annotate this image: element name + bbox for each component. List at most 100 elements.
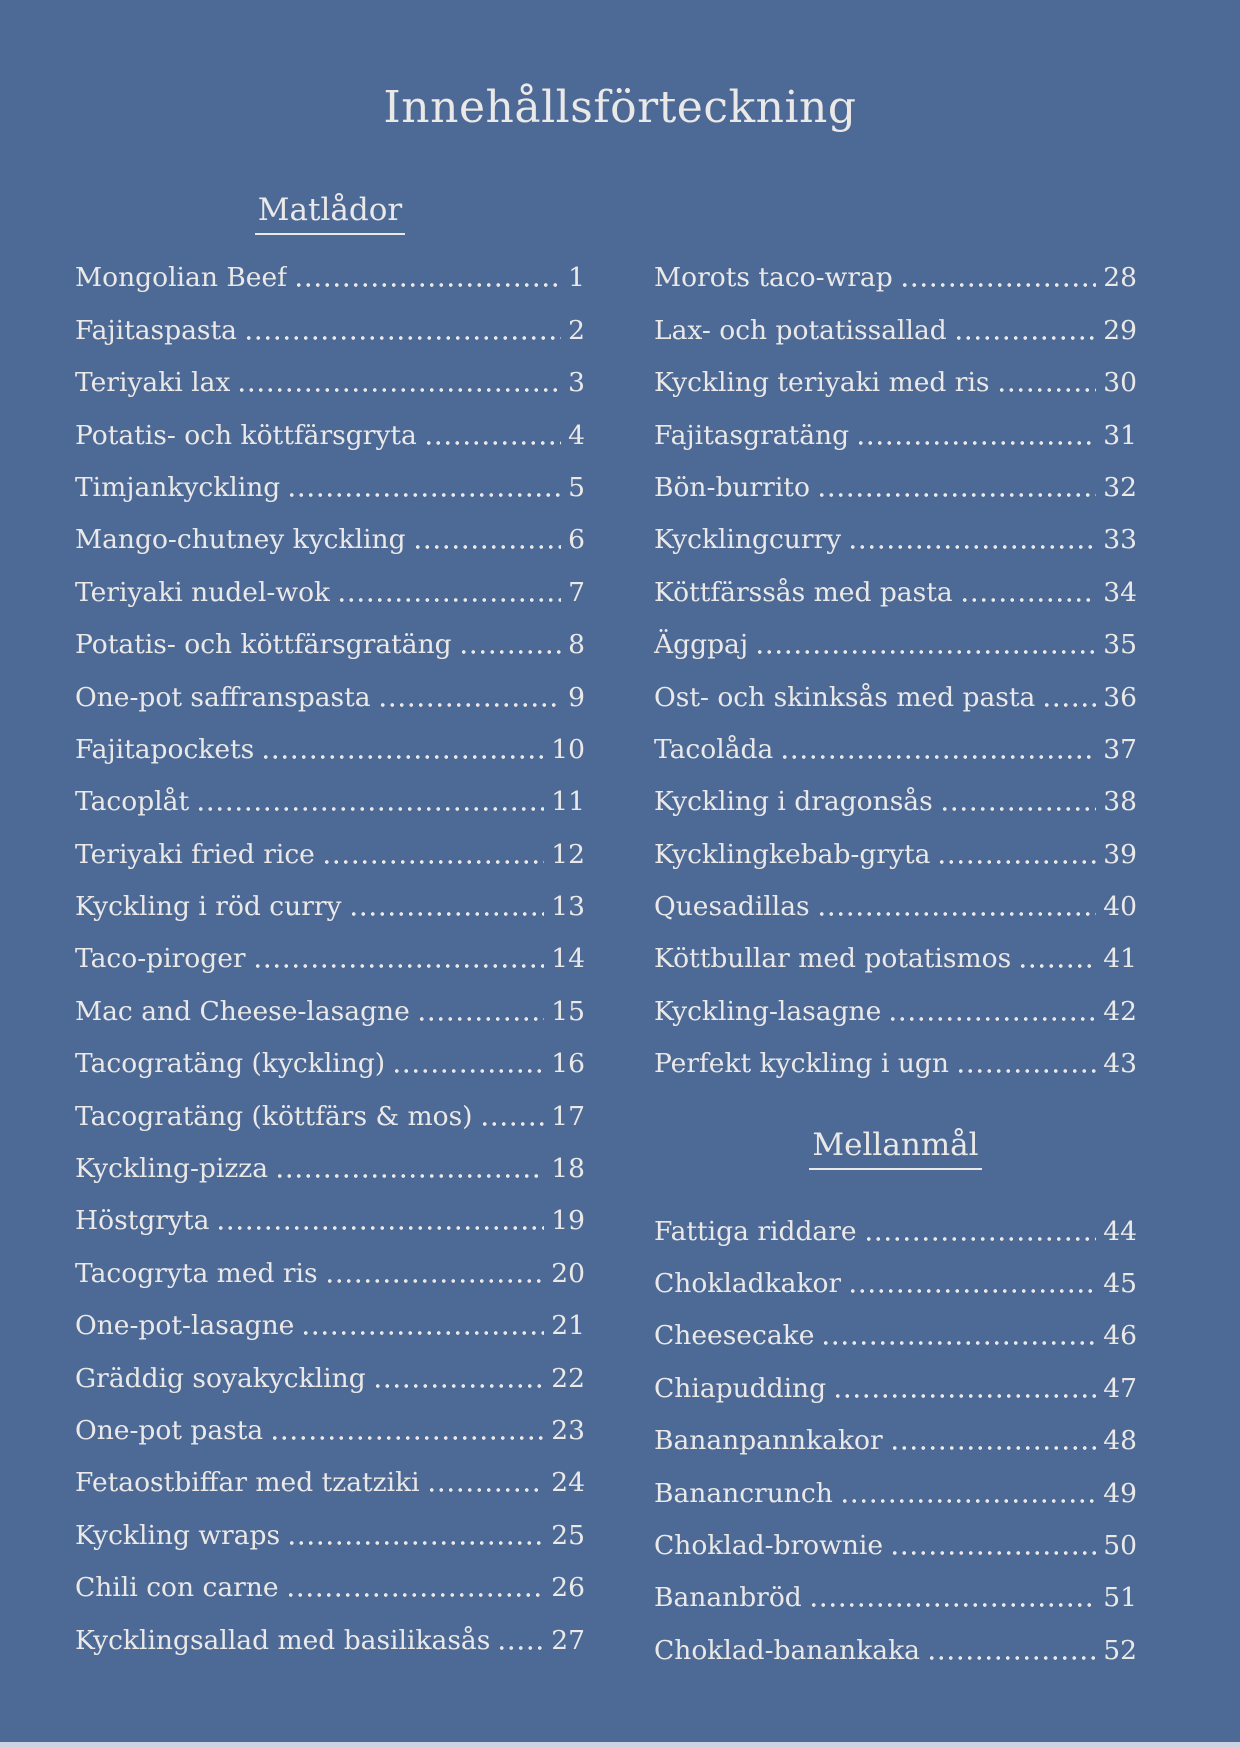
- toc-entry-page: 18: [551, 1153, 585, 1185]
- dot-leader: [808, 1572, 1097, 1625]
- dot-leader: [996, 357, 1097, 410]
- toc-entry: Köttbullar med potatismos 41: [654, 933, 1137, 986]
- dot-leader: [955, 1038, 1097, 1091]
- dot-leader: [270, 1404, 545, 1458]
- toc-entry: Chiapudding 47: [654, 1362, 1137, 1416]
- toc-entry-title: Teriyaki nudel-wok: [75, 576, 331, 608]
- bottom-strip: [0, 1742, 1240, 1748]
- toc-entry-title: Teriyaki fried rice: [75, 838, 315, 870]
- toc-entry: Kyckling i röd curry 13: [75, 881, 585, 934]
- dot-leader: [293, 252, 562, 305]
- dot-leader: [926, 1624, 1097, 1678]
- toc-entry: Köttfärssås med pasta 34: [654, 566, 1137, 620]
- dot-leader: [833, 1362, 1097, 1416]
- toc-entry-title: Morots taco-wrap: [654, 262, 893, 294]
- toc-entry-page: 42: [1103, 995, 1137, 1027]
- toc-entry-title: Ost- och skinksås med pasta: [654, 681, 1036, 713]
- toc-entry-page: 11: [551, 786, 585, 818]
- dot-leader: [839, 1467, 1097, 1520]
- section-header: Matlådor: [75, 192, 585, 252]
- toc-entry: Tacoplåt 11: [75, 776, 585, 829]
- toc-entry-page: 41: [1103, 943, 1137, 975]
- toc-entry-title: Lax- och potatissallad: [654, 314, 947, 346]
- toc-entry-page: 30: [1103, 367, 1137, 399]
- toc-entry-title: Cheesecake: [654, 1320, 815, 1352]
- dot-leader: [953, 304, 1097, 358]
- toc-entry-title: Chokladkakor: [654, 1268, 842, 1300]
- toc-entry-title: Choklad-banankaka: [654, 1634, 920, 1666]
- toc-entry-page: 49: [1103, 1477, 1137, 1509]
- toc-entry-title: Köttfärssås med pasta: [654, 576, 953, 608]
- toc-entry: Bananpannkakor 48: [654, 1415, 1137, 1468]
- toc-entry: Timjankyckling 5: [75, 461, 585, 515]
- toc-entry-page: 28: [1103, 262, 1137, 294]
- toc-entry-title: Perfekt kyckling i ugn: [654, 1048, 949, 1080]
- toc-entry-title: Kyckling-pizza: [75, 1153, 269, 1185]
- dot-leader: [889, 1415, 1097, 1468]
- toc-entry-page: 40: [1103, 891, 1137, 923]
- dot-leader: [1042, 671, 1097, 724]
- toc-entry-title: Kycklingkebab-gryta: [654, 838, 931, 870]
- dot-leader: [937, 828, 1097, 882]
- toc-entry: Tacogratäng (köttfärs & mos) 17: [75, 1090, 585, 1144]
- toc-entry-title: Tacogratäng (köttfärs & mos): [75, 1100, 473, 1132]
- section-header: Mellanmål: [654, 1091, 1137, 1206]
- toc-entry-page: 50: [1103, 1529, 1137, 1561]
- toc-entry-page: 35: [1103, 629, 1137, 661]
- toc-entry: Quesadillas 40: [654, 881, 1137, 934]
- dot-leader: [416, 985, 545, 1039]
- toc-entry: Chokladkakor 45: [654, 1258, 1137, 1311]
- toc-entry: Tacogratäng (kyckling) 16: [75, 1038, 585, 1091]
- toc-entry-title: Banancrunch: [654, 1477, 833, 1509]
- toc-entry-page: 24: [551, 1467, 585, 1499]
- toc-entry-page: 43: [1103, 1048, 1137, 1080]
- dot-leader: [377, 671, 562, 724]
- toc-entry: Kycklingcurry 33: [654, 514, 1137, 567]
- toc-entry-title: One-pot-lasagne: [75, 1310, 295, 1342]
- toc-entry-title: Gräddig soyakyckling: [75, 1362, 366, 1394]
- toc-entry-page: 20: [551, 1257, 585, 1289]
- toc-entry-page: 8: [568, 629, 585, 661]
- toc-entry-page: 13: [551, 891, 585, 923]
- toc-entry-page: 14: [551, 943, 585, 975]
- toc-entry-page: 17: [551, 1100, 585, 1132]
- toc-entry: Fajitasgratäng 31: [654, 409, 1137, 462]
- page-title: Innehållsförteckning: [383, 82, 857, 133]
- dot-leader: [237, 357, 562, 410]
- toc-entry-page: 4: [568, 419, 585, 451]
- dot-leader: [863, 1205, 1097, 1259]
- toc-entry-title: Quesadillas: [654, 891, 810, 923]
- toc-entry: Kyckling-pizza 18: [75, 1143, 585, 1196]
- toc-entry-page: 47: [1103, 1372, 1137, 1404]
- toc-entry-page: 7: [568, 576, 585, 608]
- toc-entry-title: Kyckling wraps: [75, 1519, 281, 1551]
- dot-leader: [423, 409, 562, 462]
- toc-entry: Teriyaki lax 3: [75, 357, 585, 410]
- toc-entry: Kycklingkebab-gryta 39: [654, 828, 1137, 882]
- toc-entry: Kyckling wraps 25: [75, 1509, 585, 1563]
- toc-entry-title: Fajitasgratäng: [654, 419, 850, 451]
- toc-entry-page: 2: [568, 314, 585, 346]
- section-header-label: Matlådor: [254, 192, 406, 236]
- toc-column-right: Morots taco-wrap 28 Lax- och potatissallad…: [654, 192, 1137, 1678]
- dot-leader: [392, 1038, 545, 1091]
- toc-entry-page: 21: [551, 1310, 585, 1342]
- dot-leader: [821, 1310, 1097, 1363]
- toc-entry-title: Fattiga riddare: [654, 1215, 857, 1247]
- toc-entry: Höstgryta 19: [75, 1195, 585, 1248]
- toc-entry-title: Timjankyckling: [75, 471, 281, 503]
- toc-entry-page: 38: [1103, 786, 1137, 818]
- toc-entry-title: Tacogratäng (kyckling): [75, 1048, 386, 1080]
- toc-entry-page: 27: [551, 1624, 585, 1656]
- toc-entry-page: 5: [568, 471, 585, 503]
- toc-entry-page: 23: [551, 1414, 585, 1446]
- toc-entry-page: 32: [1103, 471, 1137, 503]
- toc-entry: Fajitapockets 10: [75, 723, 585, 777]
- dot-leader: [497, 1614, 545, 1667]
- dot-leader: [287, 1509, 545, 1563]
- toc-entry: Perfekt kyckling i ugn 43: [654, 1038, 1137, 1091]
- dot-leader: [287, 461, 562, 515]
- toc-entry-title: Tacogryta med ris: [75, 1257, 318, 1289]
- toc-entry-title: Mac and Cheese-lasagne: [75, 995, 410, 1027]
- toc-entry-page: 52: [1103, 1634, 1137, 1666]
